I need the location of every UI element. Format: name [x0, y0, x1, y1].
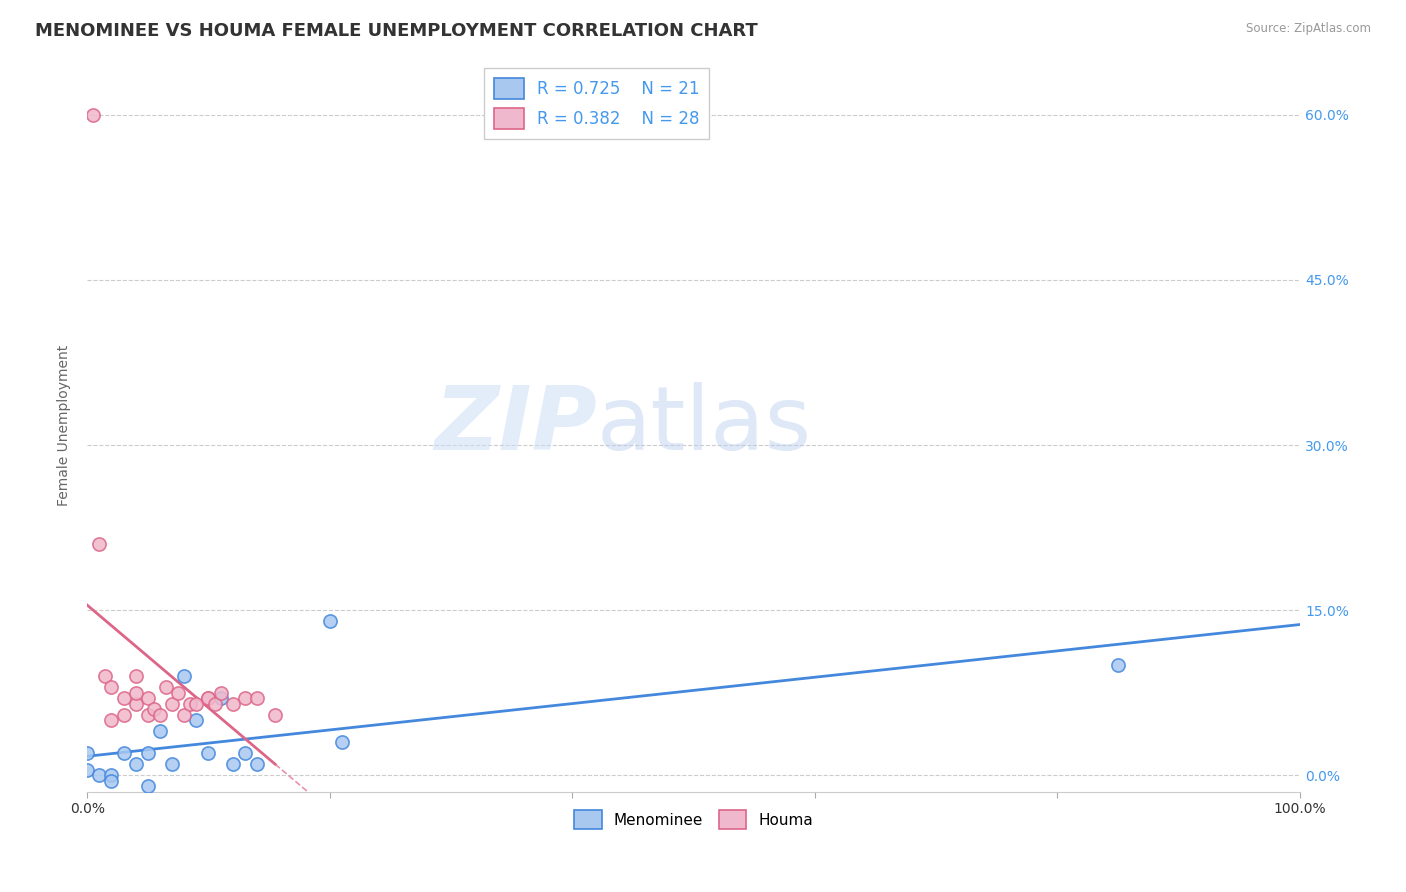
Point [186, 714, 208, 728]
Point [209, 691, 232, 706]
Text: ZIP: ZIP [434, 383, 596, 469]
Point [76, 747, 98, 761]
Point [197, 691, 219, 706]
Y-axis label: Female Unemployment: Female Unemployment [58, 345, 72, 507]
Point [222, 697, 245, 711]
Point [124, 669, 146, 683]
Point [246, 757, 269, 772]
Point [173, 707, 195, 722]
Point [209, 686, 232, 700]
Point [233, 691, 256, 706]
Point [1107, 658, 1129, 673]
Point [319, 614, 342, 628]
Point [124, 757, 146, 772]
Legend: Menominee, Houma: Menominee, Houma [568, 804, 820, 836]
Point [94, 669, 117, 683]
Text: MENOMINEE VS HOUMA FEMALE UNEMPLOYMENT CORRELATION CHART: MENOMINEE VS HOUMA FEMALE UNEMPLOYMENT C… [35, 22, 758, 40]
Point [142, 702, 165, 716]
Text: Source: ZipAtlas.com: Source: ZipAtlas.com [1246, 22, 1371, 36]
Point [124, 697, 146, 711]
Point [89, 768, 111, 782]
Point [160, 697, 183, 711]
Point [204, 697, 226, 711]
Point [222, 757, 245, 772]
Point [136, 707, 159, 722]
Point [197, 691, 219, 706]
Point [186, 697, 208, 711]
Text: atlas: atlas [596, 383, 811, 469]
Point [89, 537, 111, 551]
Point [155, 681, 177, 695]
Point [167, 686, 190, 700]
Point [112, 691, 135, 706]
Point [82, 108, 104, 122]
Point [112, 707, 135, 722]
Point [149, 724, 172, 739]
Point [136, 747, 159, 761]
Point [100, 681, 122, 695]
Point [264, 707, 287, 722]
Point [76, 763, 98, 777]
Point [330, 735, 353, 749]
Point [233, 747, 256, 761]
Point [197, 747, 219, 761]
Point [100, 768, 122, 782]
Point [124, 686, 146, 700]
Point [100, 774, 122, 789]
Point [136, 691, 159, 706]
Point [173, 669, 195, 683]
Point [112, 747, 135, 761]
Point [149, 707, 172, 722]
Point [246, 691, 269, 706]
Point [179, 697, 201, 711]
Point [136, 780, 159, 794]
Point [160, 757, 183, 772]
Point [100, 714, 122, 728]
